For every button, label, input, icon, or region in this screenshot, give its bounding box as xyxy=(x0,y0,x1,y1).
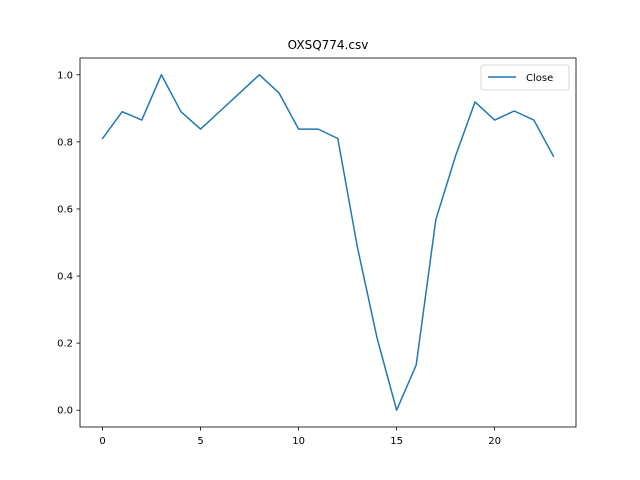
y-axis-ticks: 0.0 0.2 0.4 0.6 0.8 1.0 xyxy=(57,70,80,417)
x-tick-label: 20 xyxy=(488,436,501,447)
legend: Close xyxy=(480,64,570,91)
x-tick-label: 10 xyxy=(292,436,305,447)
legend-box xyxy=(480,64,570,91)
y-tick-label: 0.8 xyxy=(57,137,73,148)
x-tick-label: 5 xyxy=(197,436,203,447)
series-line-close xyxy=(101,74,555,411)
plot-area-frame xyxy=(79,57,577,428)
y-tick-label: 0.4 xyxy=(57,272,73,283)
x-axis-ticks: 0 5 10 15 20 xyxy=(99,427,501,447)
x-tick-label: 15 xyxy=(390,436,403,447)
y-tick-label: 0.2 xyxy=(57,339,73,350)
legend-label-close: Close xyxy=(526,73,553,84)
chart-title: OXSQ774.csv xyxy=(288,38,369,52)
y-tick-label: 0.6 xyxy=(57,204,73,215)
y-tick-label: 0.0 xyxy=(57,406,73,417)
y-tick-label: 1.0 xyxy=(57,70,73,81)
x-tick-label: 0 xyxy=(99,436,105,447)
